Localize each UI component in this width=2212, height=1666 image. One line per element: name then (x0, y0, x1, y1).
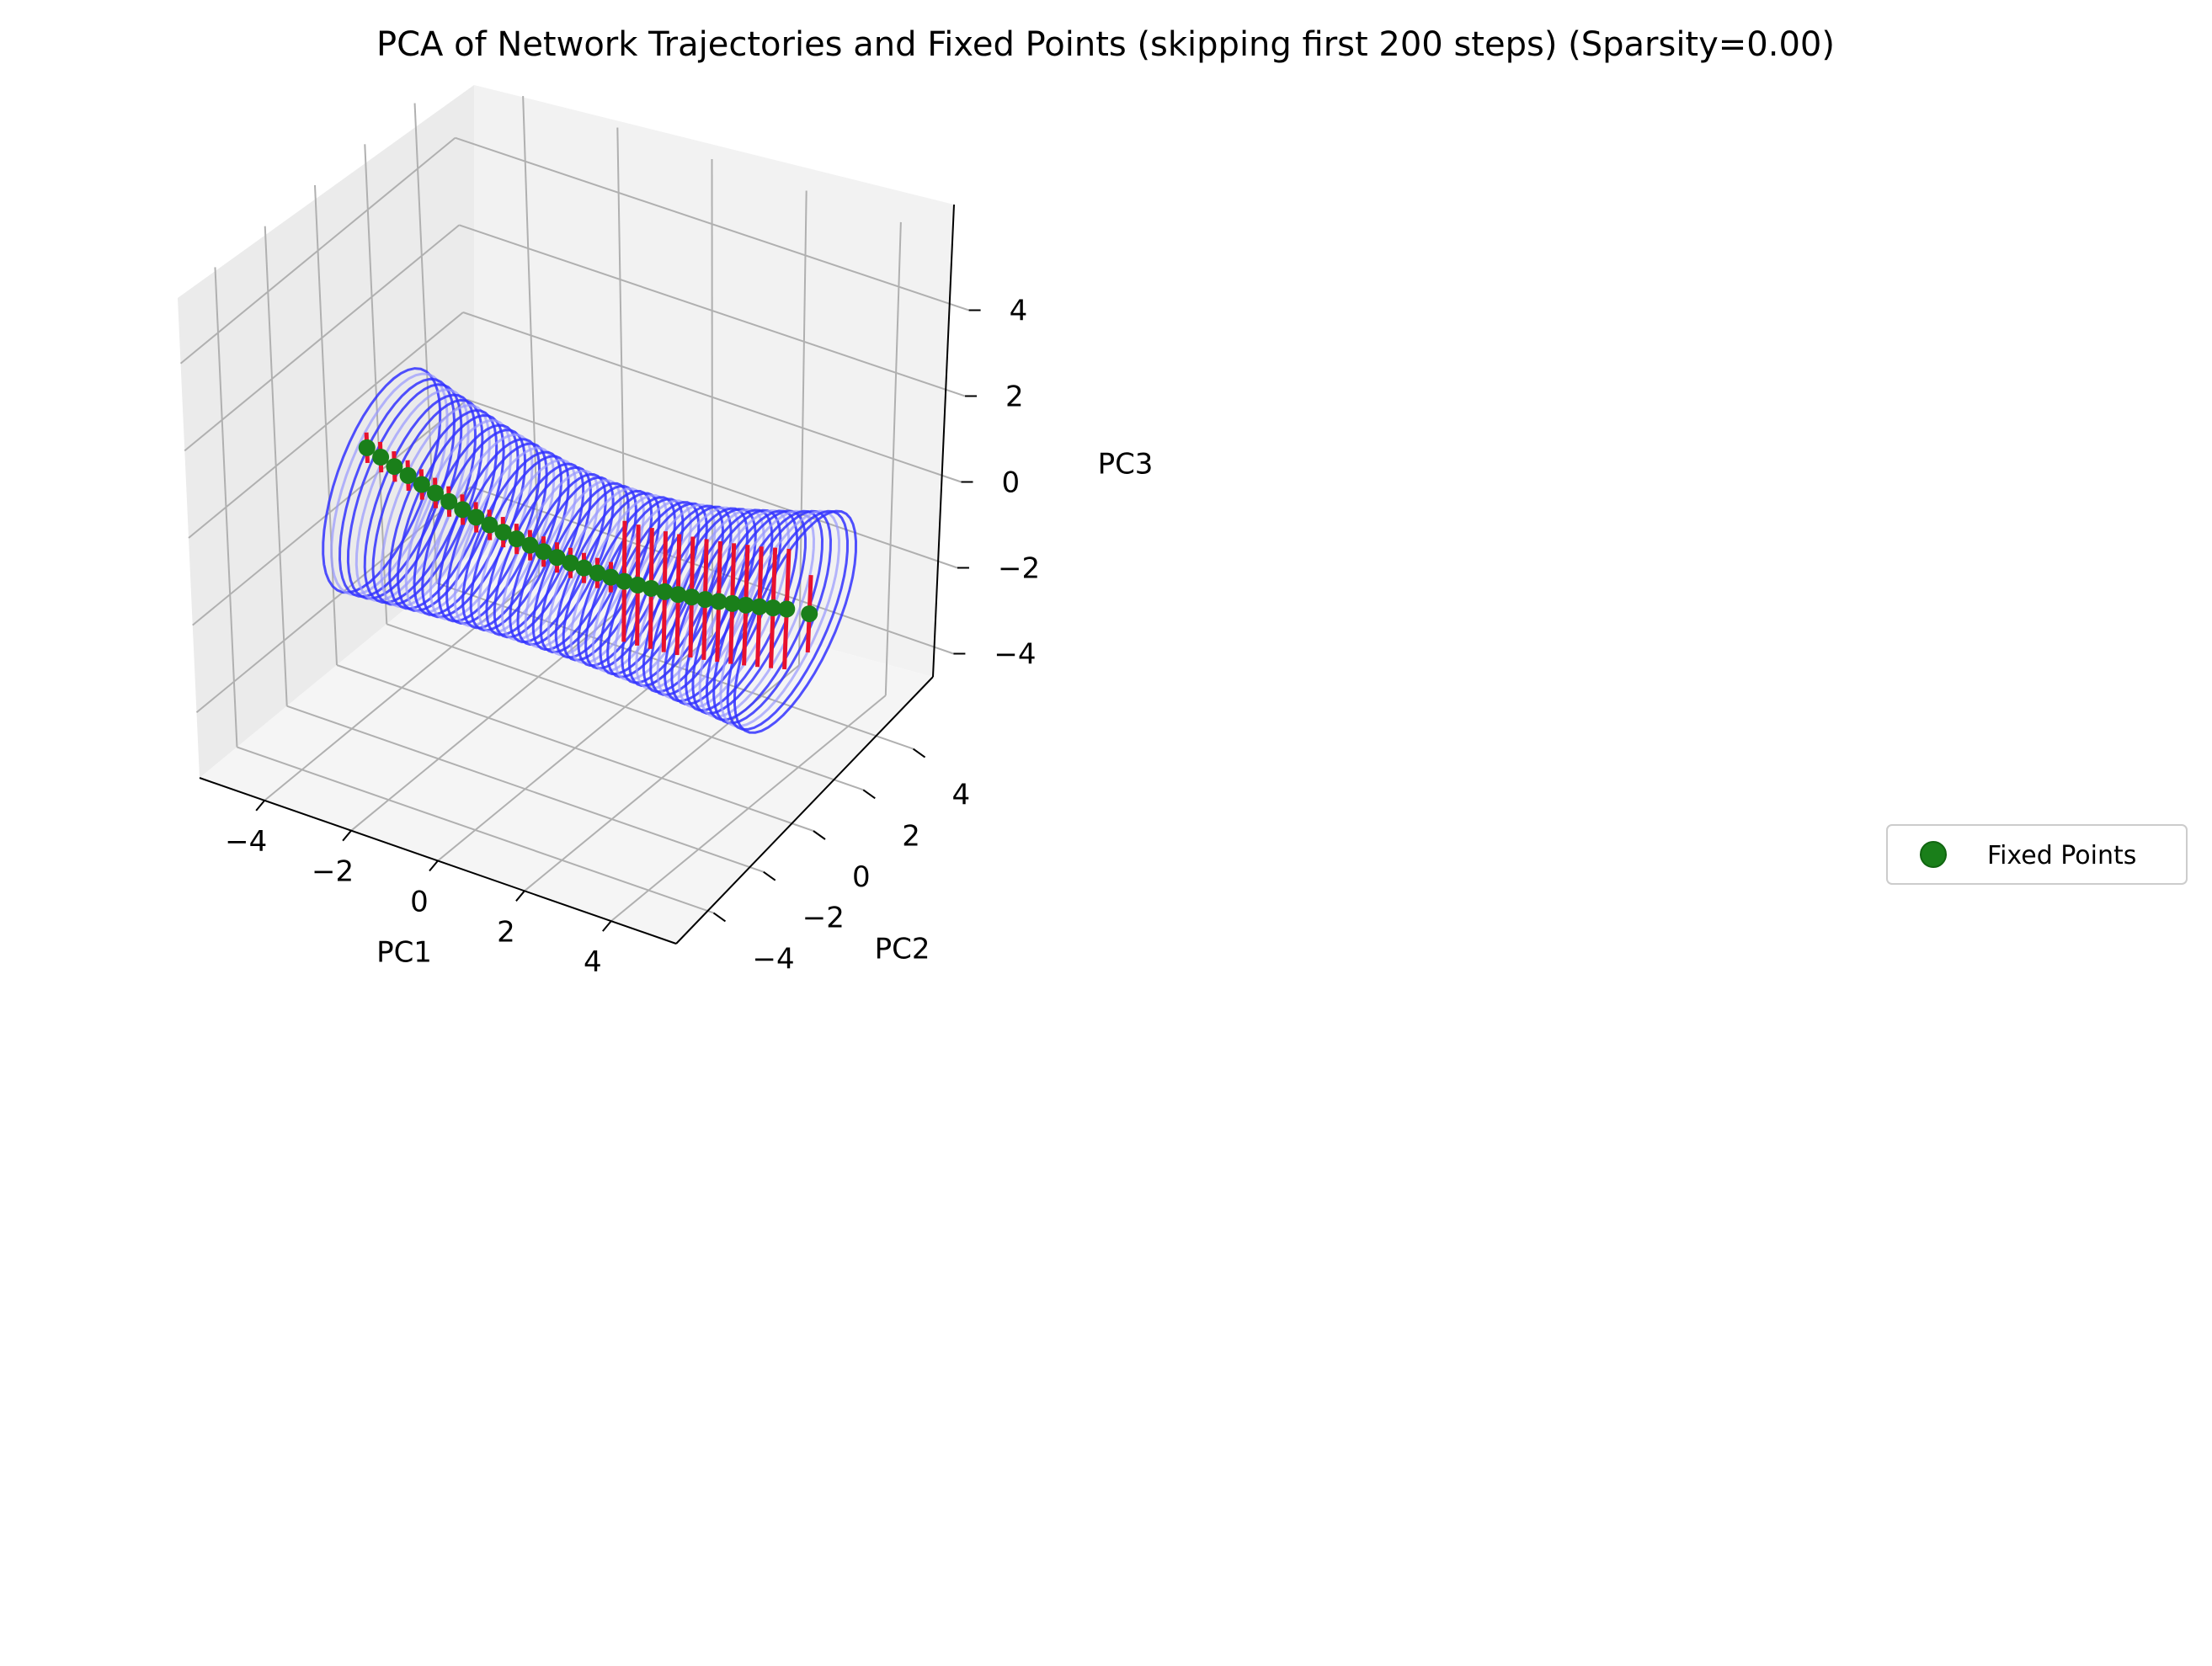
legend: Fixed Points (1887, 825, 2187, 884)
x-tick (603, 921, 611, 931)
legend-label-fixed-points: Fixed Points (1987, 841, 2136, 870)
y-tick-label: 2 (902, 819, 920, 853)
x-tick (256, 801, 264, 811)
fixed-point-marker (372, 449, 389, 466)
z-axis-label: PC3 (1098, 448, 1154, 482)
z-tick-label: 2 (1005, 381, 1024, 414)
x-tick (343, 831, 351, 841)
x-tick-label: −4 (225, 825, 267, 859)
x-axis-label: PC1 (376, 936, 432, 970)
fixed-point-marker (778, 601, 795, 618)
z-tick-label: 4 (1010, 295, 1028, 328)
y-tick-label: 4 (952, 779, 971, 812)
x-tick-label: 4 (584, 945, 602, 979)
y-tick (813, 831, 825, 839)
y-tick-label: −2 (802, 902, 845, 935)
y-tick-label: 0 (852, 860, 871, 894)
x-tick-label: −2 (312, 855, 354, 889)
x-tick-label: 0 (410, 886, 429, 919)
y-tick (914, 749, 925, 758)
x-tick (516, 891, 525, 901)
y-tick (713, 913, 725, 921)
chart-title: PCA of Network Trajectories and Fixed Po… (376, 25, 1835, 64)
y-tick (863, 790, 875, 798)
fixed-point-marker (801, 605, 818, 622)
z-tick-label: −2 (998, 552, 1040, 586)
x-tick-label: 2 (497, 915, 515, 949)
fixed-point-marker (359, 439, 376, 456)
z-tick-label: 0 (1002, 466, 1021, 500)
legend-marker-fixed-points (1921, 842, 1946, 867)
y-tick-label: −4 (752, 942, 794, 976)
x-tick (429, 861, 438, 871)
z-tick-label: −4 (994, 638, 1036, 672)
y-tick (764, 872, 776, 881)
y-axis-label: PC2 (875, 933, 930, 966)
